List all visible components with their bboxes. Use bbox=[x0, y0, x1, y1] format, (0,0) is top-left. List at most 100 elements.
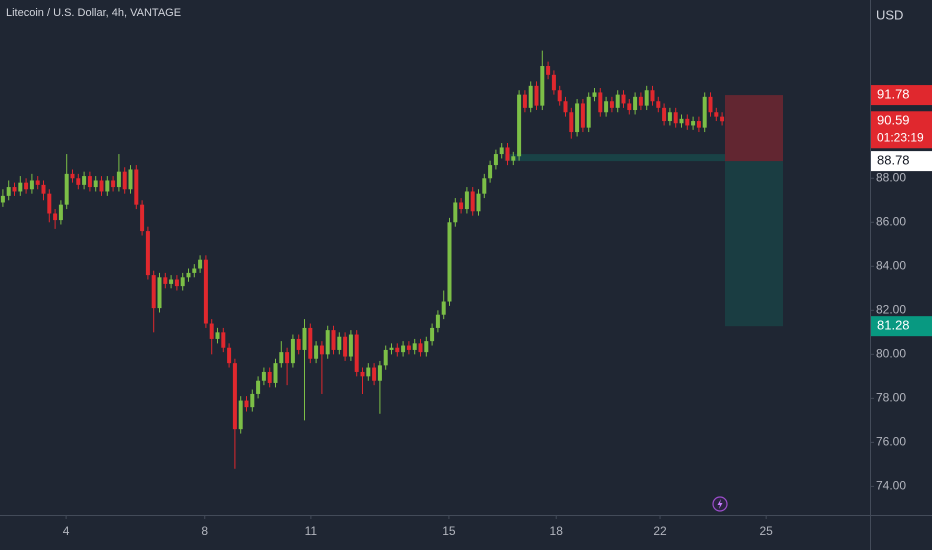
icon-bolt bbox=[717, 499, 723, 509]
candle-body bbox=[395, 347, 400, 353]
candle-body bbox=[534, 85, 539, 106]
candle-body bbox=[261, 371, 266, 381]
x-tick-label: 25 bbox=[760, 524, 774, 538]
candle-body bbox=[418, 343, 423, 353]
candle-body bbox=[557, 90, 562, 102]
last-price-label-box bbox=[871, 111, 932, 149]
candle-body bbox=[714, 112, 719, 117]
candle-body bbox=[64, 173, 69, 205]
candle-body bbox=[464, 191, 469, 210]
candle-body bbox=[598, 92, 603, 113]
candle-body bbox=[609, 101, 614, 108]
candle-body bbox=[621, 94, 626, 104]
candle-body bbox=[140, 204, 145, 232]
candle-body bbox=[470, 191, 475, 212]
candle-body bbox=[691, 121, 696, 126]
x-tick-label: 18 bbox=[550, 524, 564, 538]
x-tick-label: 22 bbox=[653, 524, 667, 538]
candle-body bbox=[517, 94, 522, 157]
candle-body bbox=[279, 352, 284, 364]
candle-body bbox=[575, 103, 580, 133]
candle-body bbox=[435, 314, 440, 328]
candle-body bbox=[47, 193, 52, 214]
y-tick-label: 88.00 bbox=[876, 170, 906, 184]
candle-body bbox=[337, 336, 342, 350]
candle-body bbox=[383, 349, 388, 366]
x-tick-label: 11 bbox=[305, 524, 318, 538]
candle-body bbox=[656, 101, 661, 108]
y-tick-label: 78.00 bbox=[876, 391, 906, 405]
candle-body bbox=[232, 363, 237, 430]
stop-zone bbox=[725, 95, 783, 162]
candle-body bbox=[366, 367, 371, 377]
y-tick-label: 82.00 bbox=[876, 302, 906, 316]
candle-body bbox=[273, 363, 278, 383]
candle-body bbox=[24, 182, 29, 190]
candle-body bbox=[319, 345, 324, 355]
candle-body bbox=[198, 259, 203, 269]
stop-price-label-box bbox=[871, 85, 932, 106]
candle-body bbox=[360, 371, 365, 377]
candle-body bbox=[586, 96, 591, 128]
candle-body bbox=[633, 96, 638, 111]
candle-body bbox=[592, 92, 597, 97]
candle-body bbox=[314, 345, 319, 359]
candle-body bbox=[662, 107, 667, 122]
candle-body bbox=[650, 90, 655, 102]
candle-body bbox=[667, 112, 672, 122]
candle-body bbox=[476, 193, 481, 212]
x-tick-label: 8 bbox=[201, 524, 208, 538]
candle-body bbox=[70, 173, 75, 179]
candle-body bbox=[151, 275, 156, 309]
target-price-label-box bbox=[871, 316, 932, 337]
candle-body bbox=[685, 118, 690, 126]
candle-body bbox=[406, 345, 411, 350]
y-tick-label: 80.00 bbox=[876, 347, 906, 361]
plot-area bbox=[0, 50, 783, 469]
candle-body bbox=[256, 380, 261, 394]
candle-body bbox=[157, 277, 162, 309]
candle-body bbox=[348, 334, 353, 357]
candle-body bbox=[627, 103, 632, 111]
candle-body bbox=[679, 118, 684, 124]
candle-body bbox=[174, 279, 179, 287]
candle-body bbox=[372, 367, 377, 381]
candle-body bbox=[424, 341, 429, 353]
candle-body bbox=[227, 347, 232, 364]
candle-body bbox=[540, 66, 545, 106]
candle-body bbox=[267, 371, 272, 383]
candle-body bbox=[296, 338, 301, 350]
candle-body bbox=[221, 332, 226, 348]
y-tick-label: 86.00 bbox=[876, 214, 906, 228]
candle-body bbox=[128, 169, 133, 190]
candle-body bbox=[696, 121, 701, 128]
candle-body bbox=[511, 156, 516, 161]
candle-body bbox=[377, 365, 382, 381]
candle-body bbox=[35, 180, 40, 185]
y-tick-label: 84.00 bbox=[876, 258, 906, 272]
candle-body bbox=[290, 338, 295, 364]
candle-body bbox=[41, 184, 46, 194]
stop-price-label: 91.78 bbox=[877, 87, 910, 102]
candle-body bbox=[325, 330, 330, 355]
last-price-label-countdown: 01:23:19 bbox=[877, 130, 924, 144]
candle-body bbox=[53, 213, 58, 221]
candle-body bbox=[6, 187, 11, 196]
alert-icon[interactable] bbox=[712, 496, 728, 512]
candle-body bbox=[192, 268, 197, 273]
candle-body bbox=[180, 277, 185, 287]
candle-body bbox=[720, 116, 725, 122]
y-tick-label: 76.00 bbox=[876, 435, 906, 449]
candle-body bbox=[244, 400, 249, 408]
candle-body bbox=[488, 165, 493, 179]
candle-body bbox=[116, 171, 121, 188]
candle-body bbox=[638, 96, 643, 106]
candle-body bbox=[604, 101, 609, 113]
candle-body bbox=[76, 178, 81, 185]
candle-body bbox=[563, 101, 568, 113]
candle-body bbox=[459, 202, 464, 210]
entry-price-label-box bbox=[871, 151, 932, 172]
candle-body bbox=[250, 393, 255, 408]
candle-body bbox=[702, 96, 707, 128]
